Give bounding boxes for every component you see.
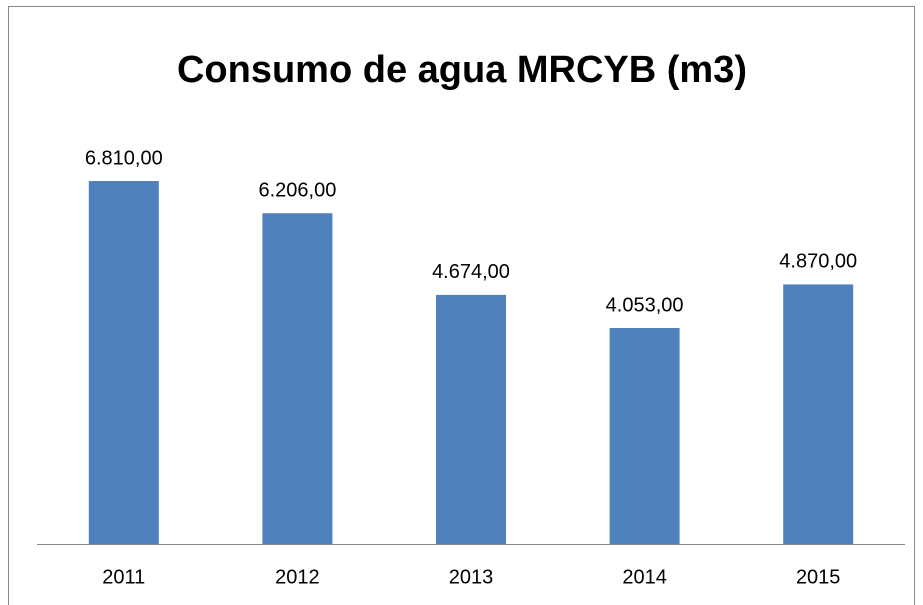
bar — [262, 213, 333, 544]
data-label: 4.674,00 — [432, 261, 510, 283]
x-tick-label: 2014 — [622, 566, 667, 588]
data-label: 6.810,00 — [85, 147, 163, 169]
x-tick-label: 2012 — [275, 566, 320, 588]
data-label: 6.206,00 — [258, 180, 336, 202]
bar — [436, 294, 506, 544]
x-tick-label: 2013 — [449, 566, 494, 588]
bar — [609, 327, 680, 544]
data-label: 4.053,00 — [606, 294, 684, 316]
data-label: 4.870,00 — [779, 251, 857, 273]
chart-title: Consumo de agua MRCYB (m3) — [177, 49, 747, 91]
x-tick-label: 2015 — [796, 566, 841, 588]
bar — [783, 284, 854, 544]
bar — [88, 181, 159, 545]
x-tick-label: 2011 — [102, 566, 145, 588]
